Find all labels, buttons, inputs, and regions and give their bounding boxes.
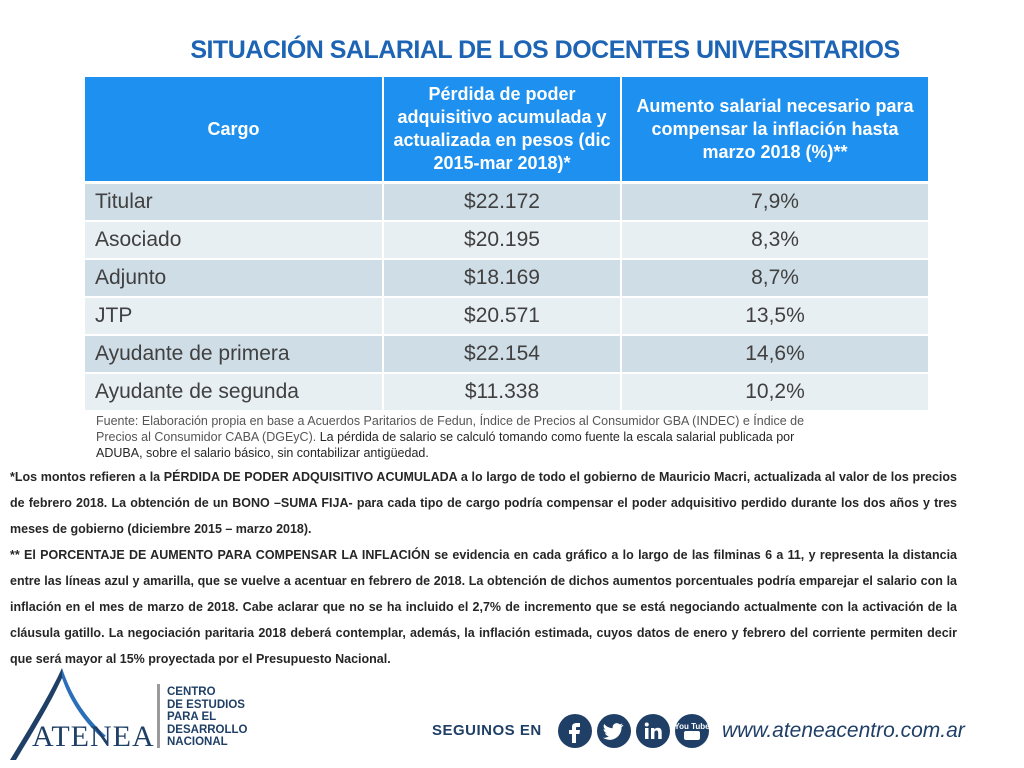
cell-perdida: $20.571	[383, 297, 622, 336]
header-cargo: Cargo	[85, 77, 384, 184]
cell-aumento: 7,9%	[621, 182, 928, 222]
cell-cargo: Adjunto	[85, 259, 384, 298]
source-text: Fuente: Elaboración propia en base a Acu…	[96, 414, 805, 444]
centro-line: CENTRO	[167, 686, 216, 698]
cell-aumento: 14,6%	[621, 335, 928, 374]
table-row: Titular $22.172 7,9%	[85, 182, 928, 222]
cell-cargo: Titular	[85, 182, 384, 222]
linkedin-icon[interactable]	[636, 714, 670, 748]
website-link[interactable]: www.ateneacentro.com.ar	[722, 719, 965, 742]
page-title: SITUACIÓN SALARIAL DE LOS DOCENTES UNIVE…	[190, 36, 900, 64]
cell-cargo: JTP	[85, 297, 384, 336]
cell-aumento: 13,5%	[621, 297, 928, 336]
cell-perdida: $18.169	[383, 259, 622, 298]
table-row: Ayudante de primera $22.154 14,6%	[85, 335, 928, 374]
cell-aumento: 8,7%	[621, 259, 928, 298]
twitter-icon[interactable]	[597, 714, 631, 748]
centro-line: NACIONAL	[167, 736, 228, 748]
source-method-text: La pérdida de salario se calculó tomando…	[96, 430, 795, 460]
cell-aumento: 10,2%	[621, 373, 928, 412]
facebook-icon[interactable]	[558, 714, 592, 748]
follow-us-label: SEGUINOS EN	[432, 722, 542, 739]
table-row: Ayudante de segunda $11.338 10,2%	[85, 373, 928, 412]
logo-wordmark: ATENEA	[32, 720, 155, 753]
cell-cargo: Ayudante de segunda	[85, 373, 384, 412]
footnote-2: ** El PORCENTAJE DE AUMENTO PARA COMPENS…	[10, 548, 957, 666]
cell-aumento: 8,3%	[621, 221, 928, 260]
table-header-row: Cargo Pérdida de poder adquisitivo acumu…	[85, 77, 928, 184]
cell-perdida: $11.338	[383, 373, 622, 412]
cell-cargo: Asociado	[85, 221, 384, 260]
salary-table: Cargo Pérdida de poder adquisitivo acumu…	[85, 77, 928, 412]
centro-de-estudios-label: CENTRO DE ESTUDIOS PARA EL DESARROLLO NA…	[167, 686, 287, 749]
logo-divider	[157, 684, 160, 748]
cell-perdida: $22.172	[383, 182, 622, 222]
centro-line: DESARROLLO	[167, 723, 248, 736]
table-row: JTP $20.571 13,5%	[85, 297, 928, 336]
centro-line: DE ESTUDIOS	[167, 698, 245, 711]
footnote-1: *Los montos refieren a la PÉRDIDA DE POD…	[10, 470, 957, 536]
source-note: Fuente: Elaboración propia en base a Acu…	[96, 413, 816, 461]
table-row: Adjunto $18.169 8,7%	[85, 259, 928, 298]
cell-perdida: $22.154	[383, 335, 622, 374]
atenea-logo: ATENEA	[10, 668, 155, 760]
footnotes: *Los montos refieren a la PÉRDIDA DE POD…	[10, 464, 957, 672]
cell-cargo: Ayudante de primera	[85, 335, 384, 374]
header-perdida: Pérdida de poder adquisitivo acumulada y…	[383, 77, 622, 184]
cell-perdida: $20.195	[383, 221, 622, 260]
header-aumento: Aumento salarial necesario para compensa…	[621, 77, 928, 184]
youtube-label: You Tube	[675, 722, 709, 731]
centro-line: PARA EL	[167, 711, 217, 723]
table-row: Asociado $20.195 8,3%	[85, 221, 928, 260]
youtube-icon[interactable]: You Tube	[675, 714, 709, 748]
